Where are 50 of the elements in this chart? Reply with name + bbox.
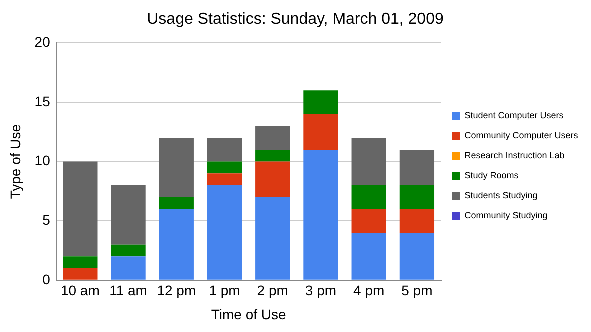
bar xyxy=(111,244,146,257)
legend-label: Study Rooms xyxy=(464,170,520,180)
bar xyxy=(63,162,98,257)
x-tick-label: 5 pm xyxy=(402,282,433,299)
bar xyxy=(400,232,435,280)
y-tick-label: 10 xyxy=(34,152,51,169)
x-tick-label: 3 pm xyxy=(305,282,337,299)
y-axis-title: Type of Use xyxy=(7,124,24,200)
x-axis-title: Time of Use xyxy=(211,306,286,322)
bar xyxy=(304,90,338,114)
legend-label: Community Computer Users xyxy=(464,130,579,140)
legend-label: Student Computer Users xyxy=(464,110,564,120)
bar xyxy=(63,256,98,269)
bar xyxy=(352,138,386,186)
bar xyxy=(159,197,194,210)
x-tick-label: 2 pm xyxy=(257,282,288,299)
bar xyxy=(400,150,435,186)
legend-label: Students Studying xyxy=(464,190,538,200)
chart-title: Usage Statistics: Sunday, March 01, 2009 xyxy=(147,11,444,28)
bar xyxy=(159,138,194,198)
bar xyxy=(304,114,338,150)
x-tick-label: 11 am xyxy=(110,282,148,299)
bar xyxy=(400,186,435,210)
bar xyxy=(352,186,386,210)
bar xyxy=(63,268,98,280)
bar xyxy=(304,150,338,280)
x-tick-label: 4 pm xyxy=(354,282,385,299)
bar xyxy=(159,209,194,280)
bar xyxy=(207,162,242,174)
y-tick-label: 15 xyxy=(34,93,51,110)
legend-label: Community Studying xyxy=(464,210,548,220)
bar xyxy=(207,138,242,162)
y-tick-label: 5 xyxy=(42,212,51,228)
x-tick-label: 1 pm xyxy=(209,282,240,299)
bar xyxy=(352,209,386,233)
bar xyxy=(256,150,290,162)
bar xyxy=(352,232,386,280)
x-tick-label: 10 am xyxy=(60,282,100,299)
bar xyxy=(207,174,242,186)
y-tick-label: 0 xyxy=(42,271,51,288)
y-tick-label: 20 xyxy=(34,34,51,50)
legend-label: Research Instruction Lab xyxy=(464,150,565,160)
bar xyxy=(400,209,435,233)
bar xyxy=(111,186,146,245)
bar xyxy=(256,162,290,198)
bar xyxy=(256,197,290,280)
bar xyxy=(207,186,242,280)
bar xyxy=(256,126,290,150)
x-tick-label: 12 pm xyxy=(157,282,196,299)
bar xyxy=(111,256,146,280)
